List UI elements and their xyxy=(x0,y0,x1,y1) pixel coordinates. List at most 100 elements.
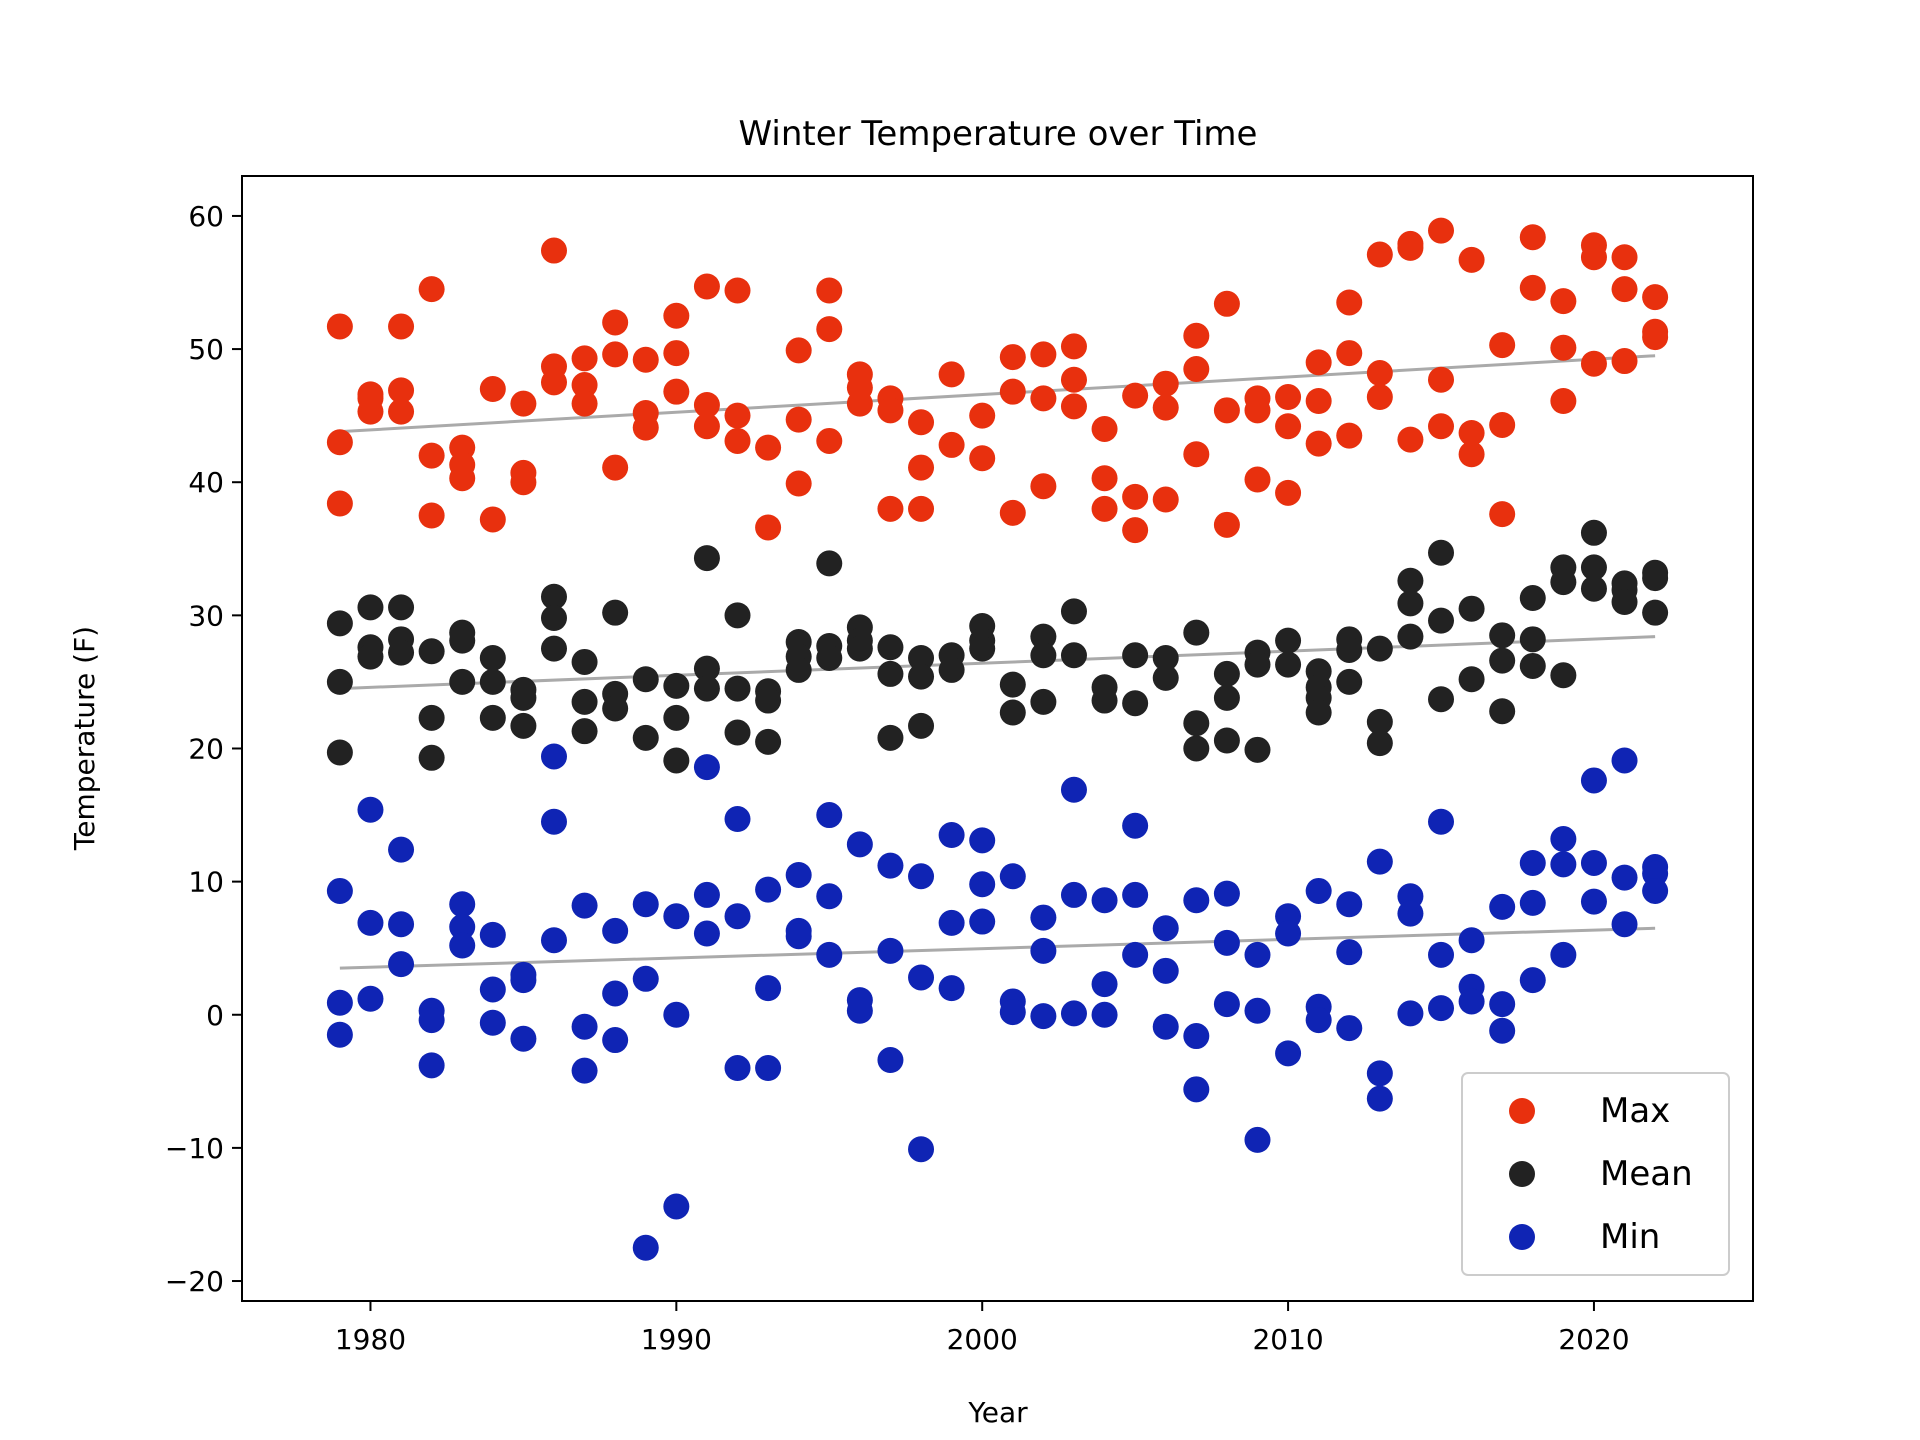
data-point-max xyxy=(540,237,567,264)
data-point-max xyxy=(1244,397,1271,424)
data-point-max xyxy=(969,445,996,472)
data-point-max xyxy=(1305,388,1332,414)
data-point-max xyxy=(724,277,751,304)
data-point-min xyxy=(877,852,904,879)
data-point-max xyxy=(449,465,476,492)
data-point-min xyxy=(1489,893,1516,920)
data-point-max xyxy=(1091,495,1118,522)
data-point-max xyxy=(1152,486,1179,513)
data-point-max xyxy=(632,346,659,373)
x-tick-label: 1990 xyxy=(641,1323,712,1356)
data-point-max xyxy=(1458,246,1485,273)
data-point-min xyxy=(1397,1000,1424,1027)
data-point-min xyxy=(1275,1040,1302,1067)
data-point-mean xyxy=(1489,698,1516,725)
x-tick-label: 1980 xyxy=(335,1323,406,1356)
data-point-min xyxy=(479,921,506,948)
trend-line-mean xyxy=(339,635,1656,691)
data-point-min xyxy=(1305,877,1332,904)
data-point-mean xyxy=(1397,590,1424,617)
data-point-min xyxy=(1122,881,1149,908)
data-point-min xyxy=(1336,891,1363,918)
data-point-mean xyxy=(418,638,445,665)
chart-title: Winter Temperature over Time xyxy=(739,114,1258,154)
data-point-mean xyxy=(663,747,690,774)
data-point-max xyxy=(1030,385,1057,412)
data-point-max xyxy=(540,369,567,396)
data-point-max xyxy=(1397,234,1424,261)
data-point-max xyxy=(1611,276,1638,303)
data-point-max xyxy=(1519,274,1546,301)
data-point-max xyxy=(1122,517,1149,544)
data-point-max xyxy=(1030,341,1057,368)
data-point-min xyxy=(877,937,904,964)
data-point-mean xyxy=(877,660,904,687)
data-point-max xyxy=(1489,411,1516,438)
data-point-mean xyxy=(816,550,843,577)
legend-label-max: Max xyxy=(1600,1091,1670,1131)
data-point-mean xyxy=(1244,736,1271,763)
data-point-mean xyxy=(1030,688,1057,715)
data-point-max xyxy=(1336,289,1363,316)
data-point-max xyxy=(693,391,720,418)
data-point-max xyxy=(1060,393,1087,420)
data-point-mean xyxy=(1366,635,1393,662)
data-point-max xyxy=(1428,217,1455,244)
data-point-min xyxy=(1244,997,1271,1024)
data-point-max xyxy=(418,276,445,303)
data-point-mean xyxy=(1519,626,1546,653)
data-point-max xyxy=(1244,466,1271,493)
y-tick-label: 60 xyxy=(188,200,224,233)
data-point-mean xyxy=(999,671,1026,698)
data-point-max xyxy=(1275,384,1302,411)
data-point-min xyxy=(755,876,782,903)
data-point-mean xyxy=(693,675,720,702)
data-point-max xyxy=(1091,415,1118,442)
data-point-min xyxy=(1580,767,1607,794)
data-point-min xyxy=(663,903,690,930)
data-point-min xyxy=(1428,941,1455,968)
data-point-min xyxy=(479,1009,506,1036)
data-point-min xyxy=(326,1021,353,1048)
data-point-min xyxy=(1060,881,1087,908)
data-point-mean xyxy=(724,675,751,702)
y-tick-label: 40 xyxy=(188,466,224,499)
data-point-min xyxy=(1366,1060,1393,1087)
data-point-mean xyxy=(938,656,965,683)
data-point-mean xyxy=(1428,686,1455,713)
legend-marker-max xyxy=(1509,1098,1535,1124)
data-point-max xyxy=(602,454,629,481)
data-point-mean xyxy=(1366,708,1393,735)
data-point-min xyxy=(1519,889,1546,916)
data-point-mean xyxy=(1183,619,1210,646)
x-tick-label: 2020 xyxy=(1558,1323,1629,1356)
data-point-min xyxy=(999,863,1026,890)
data-point-max xyxy=(755,514,782,541)
data-point-mean xyxy=(724,719,751,746)
data-point-min xyxy=(632,1234,659,1261)
data-point-min xyxy=(693,920,720,947)
data-point-min xyxy=(632,891,659,918)
data-point-min xyxy=(724,903,751,930)
data-point-min xyxy=(479,976,506,1003)
data-point-max xyxy=(693,273,720,300)
data-point-mean xyxy=(326,739,353,766)
data-point-max xyxy=(388,377,415,404)
data-point-mean xyxy=(388,639,415,666)
data-point-max xyxy=(1550,288,1577,315)
data-point-min xyxy=(540,927,567,954)
data-point-mean xyxy=(1580,575,1607,602)
data-point-mean xyxy=(693,545,720,572)
data-point-max xyxy=(1275,413,1302,440)
data-point-min xyxy=(816,883,843,910)
data-point-max xyxy=(1611,348,1638,375)
data-point-min xyxy=(1213,991,1240,1018)
data-point-min xyxy=(1122,812,1149,839)
data-point-mean xyxy=(540,583,567,610)
data-point-min xyxy=(1489,1017,1516,1044)
data-point-min xyxy=(1244,1126,1271,1153)
data-point-max xyxy=(1550,334,1577,361)
data-point-max xyxy=(1458,441,1485,468)
data-point-mean xyxy=(479,644,506,671)
data-point-mean xyxy=(1152,664,1179,691)
